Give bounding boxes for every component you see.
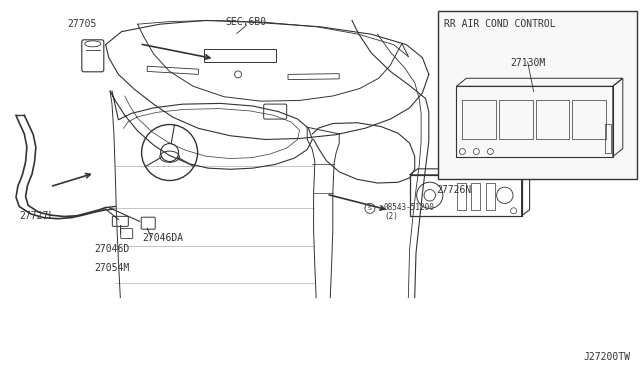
Text: 27130M: 27130M [510, 58, 545, 68]
Text: (2): (2) [384, 212, 398, 221]
Text: 27046D: 27046D [94, 244, 130, 254]
Bar [438, 11, 637, 179]
Text: 27054M: 27054M [94, 263, 130, 273]
Text: 27046DA: 27046DA [143, 233, 184, 243]
Bar [499, 100, 532, 139]
Bar [456, 86, 613, 157]
Bar [463, 100, 496, 139]
Text: SEC.6B0: SEC.6B0 [226, 17, 267, 27]
Text: 27726N: 27726N [436, 185, 472, 195]
Bar [486, 183, 495, 210]
Bar [410, 175, 522, 216]
Bar [457, 183, 466, 210]
Bar [605, 125, 611, 153]
Text: RR AIR COND CONTROL: RR AIR COND CONTROL [444, 19, 556, 29]
Text: 27727L: 27727L [19, 211, 55, 221]
Text: 08543-51200: 08543-51200 [384, 203, 435, 212]
Text: S: S [368, 206, 372, 211]
Text: J27200TW: J27200TW [584, 352, 630, 362]
Bar [536, 100, 569, 139]
Bar [572, 100, 606, 139]
Text: 27705: 27705 [67, 19, 97, 29]
Bar [471, 183, 480, 210]
